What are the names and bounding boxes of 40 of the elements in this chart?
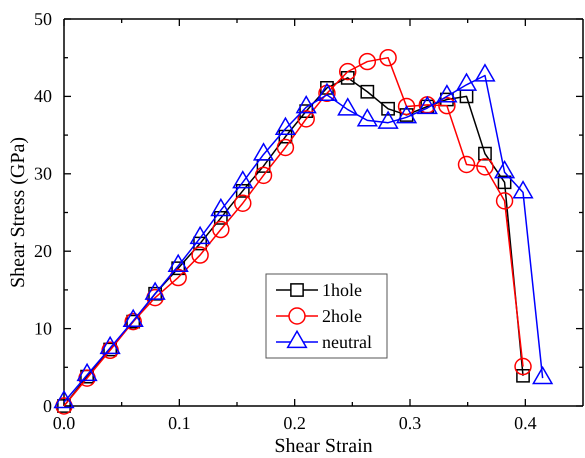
y-axis-title: Shear Stress (GPa) <box>7 136 29 288</box>
point <box>297 110 315 128</box>
x-tick-label: 0.4 <box>514 412 537 433</box>
point <box>516 368 530 383</box>
point <box>254 166 272 184</box>
point <box>278 130 292 144</box>
point <box>360 84 374 99</box>
y-tick-label: 50 <box>34 8 52 29</box>
point <box>212 220 230 238</box>
y-tick-label: 10 <box>34 318 52 338</box>
x-tick-label: 0.3 <box>398 412 422 433</box>
point <box>476 158 494 176</box>
y-tick-label: 20 <box>34 240 52 261</box>
legend-label: neutral <box>322 332 372 352</box>
point <box>498 175 512 190</box>
point <box>169 268 187 286</box>
point <box>381 102 395 116</box>
point <box>236 184 250 198</box>
x-tick-label: 0.2 <box>283 412 306 433</box>
point <box>478 146 492 161</box>
point <box>514 358 532 376</box>
y-tick-label: 0 <box>43 396 52 416</box>
point <box>338 62 356 80</box>
point <box>496 192 514 210</box>
point <box>438 96 456 114</box>
point <box>191 246 209 264</box>
y-tick-label: 30 <box>34 164 52 184</box>
x-axis-title: Shear Strain <box>274 435 373 457</box>
y-tick-label: 40 <box>34 86 52 106</box>
point <box>379 48 397 66</box>
legend-label: 2hole <box>322 306 362 326</box>
point <box>193 236 207 250</box>
point <box>358 52 376 70</box>
point <box>458 156 476 174</box>
x-tick-label: 0.1 <box>168 412 191 433</box>
point <box>276 138 294 156</box>
x-tick-label: 0.0 <box>52 412 76 433</box>
point <box>214 211 228 225</box>
point <box>234 194 252 212</box>
legend-label: 1hole <box>322 280 362 300</box>
